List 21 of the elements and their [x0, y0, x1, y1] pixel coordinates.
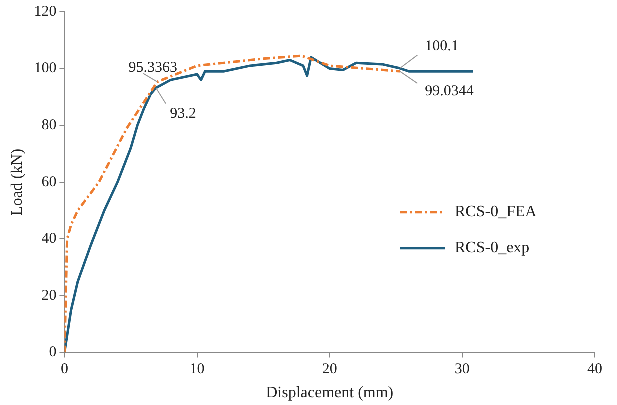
x-tick-label: 20	[322, 362, 338, 378]
y-tick-label: 100	[34, 60, 57, 77]
y-tick-label: 40	[42, 231, 57, 248]
x-tick-label: 10	[190, 362, 205, 378]
annotation: 95.3363	[128, 60, 178, 76]
y-tick-label: 80	[42, 118, 57, 134]
annotation: 100.1	[425, 38, 459, 54]
annotation: 93.2	[170, 106, 196, 122]
legend-label: RCS-0_FEA	[455, 204, 538, 221]
x-tick-label: 40	[588, 362, 602, 378]
x-tick-label: 30	[454, 362, 470, 378]
x-tick-label: 0	[60, 362, 68, 378]
y-tick-label: 0	[49, 344, 57, 361]
y-tick-label: 60	[42, 174, 57, 190]
legend-label: RCS-0_exp	[455, 240, 530, 257]
x-axis-title: Displacement (mm)	[266, 384, 394, 402]
y-tick-label: 120	[34, 4, 57, 20]
line-series	[64, 54, 402, 353]
y-tick-label: 20	[42, 288, 57, 304]
y-axis-title: Load (kN)	[8, 148, 26, 216]
annotation: 99.0344	[425, 83, 474, 100]
